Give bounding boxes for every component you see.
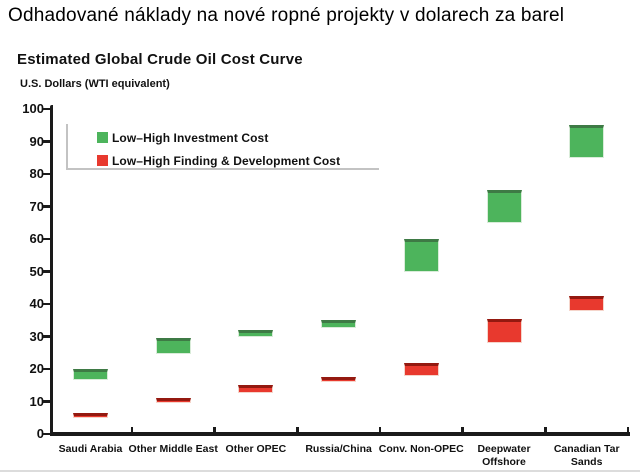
y-tick-label: 10 bbox=[29, 393, 44, 409]
y-tick-mark bbox=[42, 107, 50, 111]
x-category-label: Deepwater Offshore bbox=[477, 443, 531, 468]
range-bar-investment-6 bbox=[486, 190, 522, 223]
page-title: Odhadované náklady na nové ropné projekt… bbox=[8, 5, 565, 26]
y-tick-label: 60 bbox=[29, 231, 44, 246]
range-bar-investment-7 bbox=[569, 125, 605, 158]
range-bar-investment-4 bbox=[321, 320, 357, 329]
x-tick-mark bbox=[296, 427, 299, 433]
x-tick-mark bbox=[544, 427, 547, 433]
x-tick-mark bbox=[213, 427, 216, 433]
y-tick-mark bbox=[42, 432, 50, 436]
range-bar-finding-development-7 bbox=[569, 295, 605, 311]
range-bar-finding-development-1 bbox=[73, 412, 108, 418]
x-category-label: Saudi Arabia bbox=[58, 443, 123, 455]
y-tick-mark bbox=[42, 140, 50, 143]
x-tick-mark bbox=[626, 427, 630, 433]
y-tick-mark bbox=[42, 270, 50, 273]
y-tick-label: 30 bbox=[29, 328, 44, 344]
range-bar-investment-3 bbox=[238, 330, 274, 337]
y-tick-label: 100 bbox=[22, 101, 44, 116]
y-tick-label: 80 bbox=[29, 166, 44, 181]
x-tick-mark bbox=[130, 427, 134, 433]
y-tick-mark bbox=[42, 172, 50, 176]
range-bar-investment-2 bbox=[155, 338, 191, 355]
bottom-divider bbox=[0, 470, 640, 472]
y-tick-label: 20 bbox=[29, 361, 44, 376]
range-bar-finding-development-2 bbox=[155, 398, 191, 404]
x-category-label: Other Middle East bbox=[128, 443, 218, 455]
y-tick-mark bbox=[42, 335, 50, 338]
range-bar-finding-development-3 bbox=[238, 385, 274, 394]
y-tick-mark bbox=[42, 302, 50, 306]
y-axis-unit-label: U.S. Dollars (WTI equivalent) bbox=[20, 78, 170, 90]
range-bar-finding-development-5 bbox=[403, 362, 439, 376]
y-axis bbox=[49, 105, 53, 436]
y-tick-label: 40 bbox=[29, 296, 44, 311]
y-tick-label: 70 bbox=[29, 198, 44, 214]
y-tick-label: 0 bbox=[36, 426, 44, 441]
range-bar-investment-5 bbox=[403, 239, 439, 272]
legend-item-finding-development-cost: Low–High Finding & Development Cost bbox=[97, 150, 379, 171]
x-category-label: Conv. Non-OPEC bbox=[378, 443, 464, 455]
x-category-label: Canadian Tar Sands bbox=[553, 443, 620, 468]
x-category-label: Other OPEC bbox=[225, 443, 287, 455]
legend-item-investment-cost: Low–High Investment Cost bbox=[97, 127, 379, 148]
finding-development-cost-swatch-icon bbox=[97, 155, 108, 166]
x-category-label: Russia/China bbox=[305, 443, 372, 455]
y-tick-mark bbox=[42, 367, 50, 371]
investment-cost-swatch-icon bbox=[97, 132, 108, 143]
x-tick-mark bbox=[461, 427, 464, 433]
x-tick-mark bbox=[378, 427, 382, 433]
chart-title: Estimated Global Crude Oil Cost Curve bbox=[17, 51, 303, 68]
legend-label-finding-development-cost: Low–High Finding & Development Cost bbox=[112, 153, 341, 168]
range-bar-finding-development-4 bbox=[321, 377, 357, 383]
range-bar-investment-1 bbox=[73, 369, 108, 381]
legend-label-investment-cost: Low–High Investment Cost bbox=[112, 130, 269, 145]
legend: Low–High Investment Cost Low–High Findin… bbox=[66, 124, 379, 170]
range-bar-finding-development-6 bbox=[486, 318, 522, 343]
y-tick-mark bbox=[42, 400, 50, 403]
x-axis bbox=[49, 432, 630, 436]
y-tick-mark bbox=[42, 205, 50, 208]
y-tick-label: 50 bbox=[29, 263, 44, 279]
y-tick-mark bbox=[42, 237, 50, 241]
y-tick-label: 90 bbox=[29, 133, 44, 149]
